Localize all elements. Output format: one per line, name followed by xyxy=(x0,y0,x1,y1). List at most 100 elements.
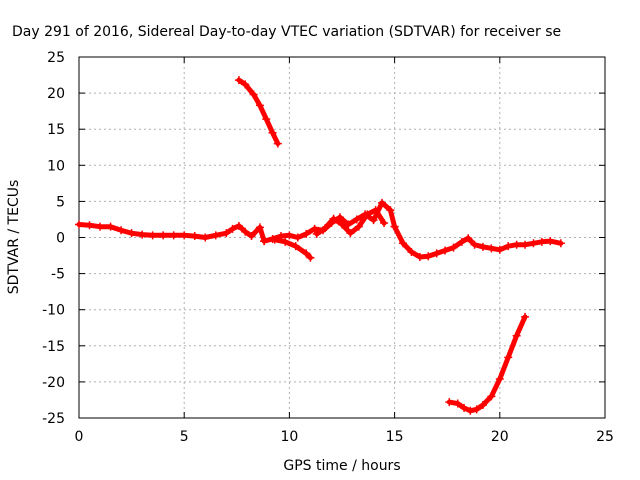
data-point xyxy=(338,220,346,229)
data-point xyxy=(407,247,416,256)
data-point xyxy=(335,213,344,222)
data-point xyxy=(424,252,433,261)
x-tick-label: 15 xyxy=(386,429,404,445)
data-point xyxy=(470,240,479,249)
data-point xyxy=(354,222,363,231)
data-point xyxy=(546,237,555,246)
y-tick-label: -10 xyxy=(42,303,65,319)
series-line-5 xyxy=(392,224,564,260)
data-point xyxy=(329,214,338,223)
data-point xyxy=(249,90,258,99)
y-tick-label: -25 xyxy=(42,411,65,427)
data-point xyxy=(352,215,361,224)
data-point xyxy=(138,230,147,239)
data-point xyxy=(255,223,264,232)
axis-ticks xyxy=(78,56,606,419)
data-point xyxy=(117,226,126,235)
x-tick-label: 10 xyxy=(280,429,298,445)
data-point xyxy=(247,232,256,241)
y-axis-label: SDTVAR / TECUs xyxy=(6,180,22,295)
data-point xyxy=(106,222,115,231)
data-point xyxy=(273,139,282,148)
data-point xyxy=(449,243,458,252)
series-layer xyxy=(75,76,565,415)
data-point xyxy=(556,239,565,248)
data-point xyxy=(201,233,210,242)
data-point xyxy=(234,221,243,230)
data-point xyxy=(369,216,378,225)
y-tick-label: 0 xyxy=(56,231,65,247)
data-point xyxy=(371,206,380,215)
data-point xyxy=(268,128,277,137)
data-point xyxy=(241,80,250,89)
y-tick-label: 25 xyxy=(47,50,65,66)
data-point xyxy=(504,242,513,251)
data-point xyxy=(306,253,315,262)
y-tick-label: 10 xyxy=(47,158,65,174)
y-tick-label: -15 xyxy=(42,339,65,355)
data-point xyxy=(377,198,386,207)
data-point xyxy=(495,375,504,384)
data-point xyxy=(460,403,469,412)
data-point xyxy=(521,312,530,321)
data-point xyxy=(487,244,496,253)
data-point xyxy=(190,232,199,241)
data-point xyxy=(234,76,243,85)
data-point xyxy=(380,219,389,228)
data-point xyxy=(228,224,237,233)
data-point xyxy=(293,233,302,242)
data-point xyxy=(321,224,330,233)
data-point xyxy=(363,210,372,219)
data-point xyxy=(148,231,157,240)
x-tick-label: 20 xyxy=(491,429,509,445)
data-point xyxy=(453,399,462,408)
data-point xyxy=(310,224,319,233)
data-point xyxy=(96,222,105,231)
data-point xyxy=(445,398,454,407)
data-point xyxy=(512,240,521,249)
chart-title: Day 291 of 2016, Sidereal Day-to-day VTE… xyxy=(12,24,561,40)
data-point xyxy=(85,221,94,230)
data-point xyxy=(312,229,321,238)
y-tick-label: 5 xyxy=(56,194,65,210)
x-tick-label: 25 xyxy=(596,429,614,445)
y-tick-label: -5 xyxy=(51,267,65,283)
data-point xyxy=(495,245,504,254)
data-point xyxy=(521,240,530,249)
data-point xyxy=(464,234,473,243)
data-point xyxy=(504,353,513,362)
data-point xyxy=(291,242,300,251)
data-point xyxy=(432,249,441,258)
data-point xyxy=(441,246,450,255)
data-point xyxy=(386,206,395,215)
x-tick-label: 0 xyxy=(75,429,84,445)
x-tick-labels: 0 5 10 15 20 25 xyxy=(75,429,614,445)
x-tick-label: 5 xyxy=(180,429,189,445)
data-point xyxy=(211,231,220,240)
data-point xyxy=(270,235,279,244)
data-point xyxy=(302,229,311,238)
data-point xyxy=(466,406,475,415)
data-point xyxy=(487,392,496,401)
data-point xyxy=(159,231,168,240)
data-point xyxy=(222,229,231,238)
data-point xyxy=(255,101,264,110)
data-point xyxy=(346,229,355,238)
data-point xyxy=(241,227,250,236)
data-point xyxy=(180,231,189,240)
data-point xyxy=(512,331,521,340)
data-point xyxy=(457,237,466,246)
data-point xyxy=(472,405,481,414)
data-point xyxy=(75,220,83,229)
series-line-7 xyxy=(446,314,528,414)
data-point xyxy=(262,115,271,124)
data-point xyxy=(529,239,538,248)
x-axis-label: GPS time / hours xyxy=(283,458,400,474)
y-tick-labels: 25 20 15 10 5 0 -5 -10 -15 -20 -25 xyxy=(42,50,65,427)
data-point xyxy=(281,237,290,246)
y-tick-label: -20 xyxy=(42,375,65,391)
data-point xyxy=(415,252,424,261)
y-tick-label: 20 xyxy=(47,86,65,102)
data-point xyxy=(169,231,178,240)
